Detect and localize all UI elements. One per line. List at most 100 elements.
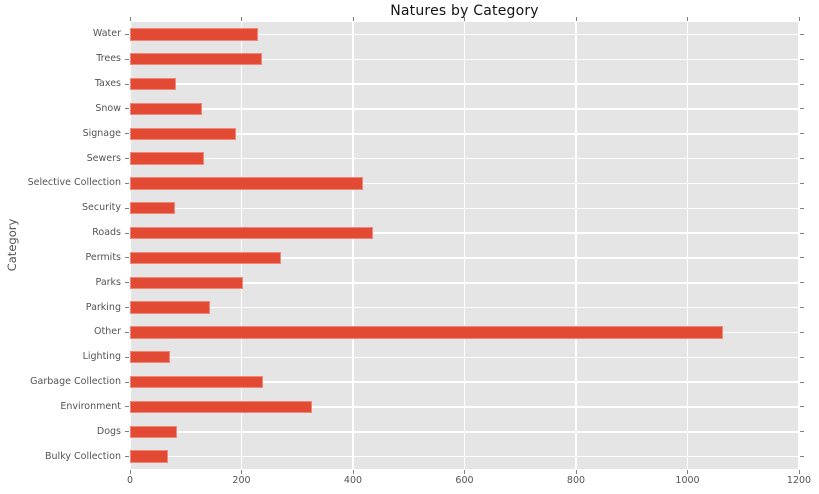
y-tick-label: Garbage Collection [30,376,121,388]
y-tick-mark-right [800,282,804,284]
h-gridline [130,232,799,234]
y-tick-mark-left [125,331,129,333]
bar [130,53,263,66]
y-tick-label: Sewers [86,152,121,164]
h-gridline [130,108,799,110]
x-tick-mark-top [464,17,465,21]
h-gridline [130,406,799,408]
y-tick-label: Parks [95,276,121,288]
h-gridline [130,455,799,458]
bar [130,425,178,438]
v-gridline [240,22,243,469]
bar [130,326,723,339]
y-tick-mark-right [800,33,804,35]
y-tick-label: Permits [85,251,121,263]
x-tick-mark-top [575,17,577,21]
x-tick-mark-bottom [575,470,577,474]
y-tick-mark-left [125,282,129,284]
bar [130,177,364,190]
x-tick-mark-bottom [241,470,242,474]
y-tick-mark-right [800,83,804,85]
y-tick-mark-right [800,331,804,333]
y-tick-mark-right [800,133,804,135]
y-tick-mark-left [125,108,129,110]
bar [130,28,259,41]
y-tick-mark-right [800,108,804,110]
y-tick-mark-left [125,207,129,209]
y-tick-label: Water [92,28,121,40]
y-tick-mark-right [800,257,804,259]
x-tick-mark-bottom [464,470,465,474]
bar [130,450,169,463]
y-tick-mark-left [125,257,129,259]
h-gridline [130,356,799,358]
h-gridline [130,257,799,259]
x-tick-label: 600 [455,475,474,486]
y-tick-label: Selective Collection [27,177,121,189]
x-tick-mark-top [241,17,242,21]
h-gridline [130,133,799,135]
h-gridline [130,282,799,284]
y-tick-label: Environment [60,400,121,412]
y-tick-mark-right [800,431,804,433]
y-tick-label: Security [81,202,121,214]
y-tick-label: Trees [96,53,121,65]
bar [130,351,171,364]
bar [130,127,237,140]
y-tick-mark-right [800,307,804,309]
y-tick-label: Taxes [94,78,121,90]
y-tick-label: Signage [82,127,121,139]
x-tick-mark-bottom [798,470,800,474]
y-tick-label: Bulky Collection [45,450,121,462]
bar [130,400,312,414]
plot-area [130,22,799,469]
bar [130,102,203,116]
y-tick-mark-right [800,58,804,60]
h-gridline [130,381,799,383]
y-tick-mark-left [125,406,129,408]
v-gridline [130,22,131,469]
x-tick-mark-top [352,17,354,21]
h-gridline [130,157,799,160]
y-tick-mark-left [125,431,129,433]
y-tick-mark-left [125,356,129,358]
bar [130,152,204,165]
chart-title: Natures by Category [390,3,539,19]
y-tick-mark-right [800,158,804,160]
x-tick-mark-bottom [129,470,131,474]
x-tick-label: 1000 [675,475,700,486]
y-tick-label: Roads [92,227,121,239]
bar [130,276,243,289]
h-gridline [130,182,799,185]
x-tick-mark-top [798,17,800,21]
y-tick-mark-left [125,133,129,135]
y-tick-mark-right [800,182,804,184]
y-tick-mark-left [125,307,129,309]
y-tick-mark-right [800,456,804,458]
v-gridline [575,22,577,469]
y-tick-mark-right [800,356,804,358]
y-tick-mark-right [800,232,804,234]
y-tick-mark-left [125,158,129,160]
x-tick-label: 0 [126,475,134,486]
y-tick-mark-left [125,182,129,184]
h-gridline [130,306,799,309]
x-tick-label: 400 [343,475,363,486]
bar [130,202,176,215]
y-tick-mark-left [125,58,129,60]
y-tick-mark-left [125,232,129,234]
v-gridline [463,22,466,469]
bar [130,77,176,91]
bar [130,375,263,389]
y-tick-label: Lighting [82,351,121,363]
v-gridline [686,22,689,469]
y-tick-mark-left [125,456,129,458]
y-axis-label: Category [5,218,19,272]
x-tick-label: 200 [232,475,251,486]
v-gridline [352,22,354,469]
y-tick-label: Other [94,326,121,338]
x-tick-mark-bottom [687,470,688,474]
x-tick-label: 1200 [786,475,812,486]
v-gridline [798,22,799,469]
y-tick-label: Dogs [96,425,121,437]
